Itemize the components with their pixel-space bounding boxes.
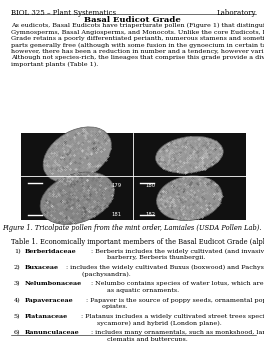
Text: 179: 179	[111, 183, 121, 188]
Text: : includes many ornamentals, such as monkshood, larkspur, anemone,
        clema: : includes many ornamentals, such as mon…	[91, 330, 264, 341]
Text: 1): 1)	[14, 249, 20, 254]
Text: 180: 180	[145, 183, 155, 188]
Text: Buxaceae: Buxaceae	[25, 265, 59, 270]
Text: Nelumbonaceae: Nelumbonaceae	[25, 281, 82, 286]
Text: : includes the widely cultivated Buxus (boxwood) and Pachysandra
        (pachys: : includes the widely cultivated Buxus (…	[66, 265, 264, 277]
Text: 6): 6)	[14, 330, 20, 336]
Text: Figure 1. Tricolpate pollen from the mint order, Lamiales (USDA Pollen Lab).: Figure 1. Tricolpate pollen from the min…	[2, 224, 262, 232]
Ellipse shape	[155, 136, 223, 173]
Text: 181: 181	[111, 212, 121, 217]
Ellipse shape	[157, 176, 222, 221]
Text: Laboratory: Laboratory	[216, 9, 256, 16]
Text: : Platanus includes a widely cultivated street trees species (American
        s: : Platanus includes a widely cultivated …	[81, 314, 264, 326]
Text: Table 1. Economically important members of the Basal Eudicot Grade (alphabetical: Table 1. Economically important members …	[11, 238, 264, 246]
Text: 4): 4)	[14, 298, 20, 303]
Text: Basal Eudicot Grade: Basal Eudicot Grade	[84, 16, 180, 24]
Text: BIOL 325 – Plant Systematics: BIOL 325 – Plant Systematics	[11, 9, 116, 16]
Text: : Berberis includes the widely cultivated (and invasive) Japanese
        barber: : Berberis includes the widely cultivate…	[91, 249, 264, 260]
Text: 3): 3)	[14, 281, 20, 286]
Text: : Nelumbo contains species of water lotus, which are widely cultivated
        a: : Nelumbo contains species of water lotu…	[91, 281, 264, 293]
Text: Platanaceae: Platanaceae	[25, 314, 68, 319]
Ellipse shape	[40, 172, 114, 224]
Ellipse shape	[43, 127, 111, 182]
Text: Ranunculaceae: Ranunculaceae	[25, 330, 80, 336]
Text: 5): 5)	[14, 314, 20, 319]
Text: Papaveraceae: Papaveraceae	[25, 298, 74, 303]
Text: 182: 182	[145, 212, 155, 217]
Text: : Papaver is the source of poppy seeds, ornamental poppy flowers, and
        op: : Papaver is the source of poppy seeds, …	[86, 298, 264, 309]
FancyBboxPatch shape	[21, 133, 246, 220]
Text: Berberidaceae: Berberidaceae	[25, 249, 77, 254]
Text: As eudicots, Basal Eudicots have triaperturate pollen (Figure 1) that distinguis: As eudicots, Basal Eudicots have triaper…	[11, 23, 264, 67]
Text: 2): 2)	[14, 265, 20, 270]
